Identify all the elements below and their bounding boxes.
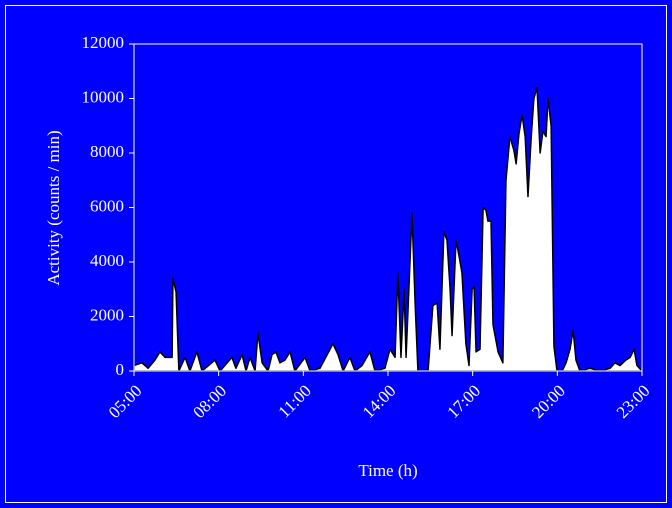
- y-tick-label: 2000: [90, 305, 124, 324]
- outer-border: [5, 5, 667, 503]
- y-tick-label: 6000: [90, 196, 124, 215]
- plot-frame: [133, 43, 643, 372]
- y-tick-label: 10000: [82, 87, 125, 106]
- x-tick-label: 17:00: [443, 381, 484, 422]
- y-axis-title: Activity (counts / min): [44, 130, 63, 285]
- x-tick-label: 11:00: [275, 381, 315, 421]
- x-axis-title: Time (h): [358, 461, 417, 480]
- x-tick-label: 23:00: [613, 381, 654, 422]
- y-tick-label: 12000: [82, 33, 125, 52]
- x-tick-label: 08:00: [189, 381, 230, 422]
- y-tick-label: 8000: [90, 142, 124, 161]
- x-tick-label: 20:00: [528, 381, 569, 422]
- x-tick-label: 05:00: [105, 381, 146, 422]
- y-tick-label: 4000: [90, 251, 124, 270]
- y-tick-label: 0: [116, 360, 125, 379]
- activity-area: [133, 86, 643, 372]
- x-tick-label: 14:00: [359, 381, 400, 422]
